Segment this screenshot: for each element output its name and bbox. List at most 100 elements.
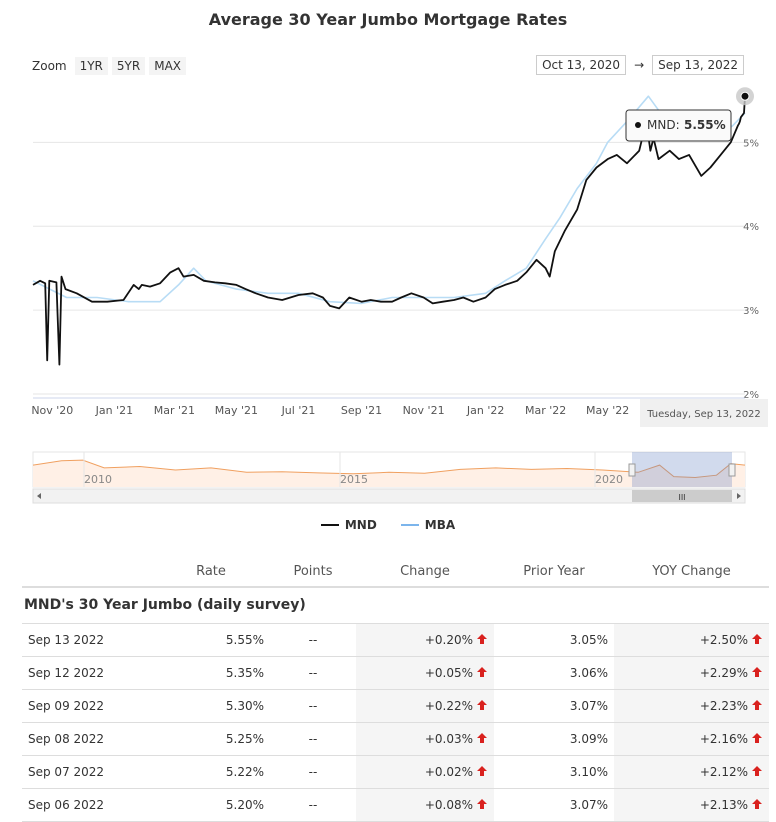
zoom-5yr-button[interactable]: 5YR: [111, 57, 146, 75]
cell-rate-value: 5.22%: [225, 764, 264, 779]
cell-change-value: +0.20%: [424, 632, 473, 647]
navigator-year-label: 2015: [340, 473, 368, 486]
x-tick-label: May '21: [215, 404, 258, 417]
cell-yoy-value: +2.50%: [699, 632, 748, 647]
up-arrow-icon: [752, 666, 762, 677]
zoom-bar: Zoom 1YR 5YR MAX: [32, 57, 187, 75]
cell-rate: 5.22%: [152, 755, 270, 789]
cell-yoy: +2.50%: [614, 623, 769, 657]
legend-label-mba: MBA: [424, 518, 456, 532]
cell-points-value: --: [308, 665, 318, 680]
cell-rate-value: 5.55%: [225, 632, 264, 647]
cell-rate: 5.20%: [152, 788, 270, 822]
cell-change: +0.20%: [356, 623, 494, 657]
zoom-max-button[interactable]: MAX: [149, 57, 187, 75]
rates-table: Rate Points Change Prior Year YOY Change…: [22, 556, 769, 822]
cell-change: +0.05%: [356, 656, 494, 690]
cell-prior: 3.06%: [494, 656, 614, 690]
up-arrow-icon: [752, 732, 762, 743]
x-tick-label: Jan '22: [466, 404, 504, 417]
cell-rate-value: 5.35%: [225, 665, 264, 680]
y-tick-label: 3%: [743, 306, 759, 317]
cell-points-value: --: [308, 797, 318, 812]
range-to-input[interactable]: Sep 13, 2022: [652, 55, 744, 75]
scrollbar-track[interactable]: [32, 488, 746, 504]
data-point-last[interactable]: [740, 91, 750, 101]
table-row: Sep 06 2022 5.20% -- +0.08% 3.07% +2.13%: [22, 788, 769, 822]
cell-date: Sep 07 2022: [22, 755, 152, 789]
zoom-label: Zoom: [32, 59, 67, 73]
y-tick-label: 4%: [743, 222, 759, 233]
cell-points: --: [270, 722, 356, 756]
scroll-left-icon[interactable]: [37, 493, 41, 499]
legend-item-mnd[interactable]: MND: [320, 518, 377, 532]
navigator-handle-left[interactable]: [628, 463, 636, 477]
legend: MND MBA: [0, 518, 776, 532]
navigator-year-label: 2010: [84, 473, 112, 486]
cell-change: +0.22%: [356, 689, 494, 723]
legend-item-mba[interactable]: MBA: [400, 518, 456, 532]
cell-rate: 5.55%: [152, 623, 270, 657]
cell-prior: 3.07%: [494, 788, 614, 822]
x-tick-label: Jul '21: [281, 404, 316, 417]
legend-swatch-mba: [400, 524, 419, 526]
cell-prior: 3.07%: [494, 689, 614, 723]
legend-label-mnd: MND: [344, 518, 377, 532]
cell-rate-value: 5.25%: [225, 731, 264, 746]
navigator-handle-right[interactable]: [728, 463, 736, 477]
up-arrow-icon: [752, 633, 762, 644]
header-points: Points: [270, 556, 356, 588]
cell-date: Sep 08 2022: [22, 722, 152, 756]
table-row: Sep 07 2022 5.22% -- +0.02% 3.10% +2.12%: [22, 755, 769, 789]
up-arrow-icon: [752, 699, 762, 710]
cell-prior: 3.05%: [494, 623, 614, 657]
cell-prior: 3.10%: [494, 755, 614, 789]
legend-swatch-mnd: [320, 524, 339, 526]
up-arrow-icon: [752, 798, 762, 809]
range-from-input[interactable]: Oct 13, 2020: [536, 55, 627, 75]
up-arrow-icon: [477, 732, 487, 743]
cell-date: Sep 09 2022: [22, 689, 152, 723]
header-blank: [22, 556, 152, 588]
cell-prior-value: 3.09%: [569, 731, 608, 746]
chart-area[interactable]: 2% 3% 4% 5% Nov '20 Jan '21 Mar '21 May '21 Jul …: [0, 82, 776, 512]
header-prior-year: Prior Year: [494, 556, 614, 588]
cell-date-value: Sep 13 2022: [28, 632, 105, 647]
up-arrow-icon: [752, 765, 762, 776]
cell-change-value: +0.03%: [424, 731, 473, 746]
cell-rate-value: 5.20%: [225, 797, 264, 812]
scrollbar-grip-icon: III: [678, 493, 685, 502]
tooltip-series: MND:: [647, 118, 680, 132]
header-yoy-change: YOY Change: [614, 556, 769, 588]
tooltip-dot: [635, 122, 641, 128]
cell-yoy: +2.12%: [614, 755, 769, 789]
section-title: MND's 30 Year Jumbo (daily survey): [22, 587, 769, 624]
up-arrow-icon: [477, 699, 487, 710]
scrollbar-thumb[interactable]: [632, 490, 732, 502]
header-rate: Rate: [152, 556, 270, 588]
cell-rate: 5.35%: [152, 656, 270, 690]
x-tick-label: Sep '21: [341, 404, 382, 417]
up-arrow-icon: [477, 666, 487, 677]
table-row: Sep 12 2022 5.35% -- +0.05% 3.06% +2.29%: [22, 656, 769, 690]
chart-title: Average 30 Year Jumbo Mortgage Rates: [208, 10, 568, 29]
x-tick-label: Jan '21: [95, 404, 133, 417]
date-range: Oct 13, 2020 → Sep 13, 2022: [536, 55, 744, 75]
cell-points-value: --: [308, 764, 318, 779]
cell-yoy-value: +2.29%: [699, 665, 748, 680]
cell-date: Sep 12 2022: [22, 656, 152, 690]
navigator-selection[interactable]: [632, 452, 732, 487]
cell-prior-value: 3.06%: [569, 665, 608, 680]
cell-yoy-value: +2.16%: [699, 731, 748, 746]
cell-yoy: +2.13%: [614, 788, 769, 822]
zoom-1yr-button[interactable]: 1YR: [74, 57, 108, 75]
cell-change: +0.02%: [356, 755, 494, 789]
cell-change: +0.03%: [356, 722, 494, 756]
cell-change-value: +0.08%: [424, 797, 473, 812]
scroll-right-icon[interactable]: [737, 493, 741, 499]
cell-points-value: --: [308, 632, 318, 647]
cell-yoy-value: +2.12%: [699, 764, 748, 779]
table-row: Sep 09 2022 5.30% -- +0.22% 3.07% +2.23%: [22, 689, 769, 723]
cell-prior-value: 3.07%: [569, 797, 608, 812]
tooltip-box: [625, 109, 732, 142]
